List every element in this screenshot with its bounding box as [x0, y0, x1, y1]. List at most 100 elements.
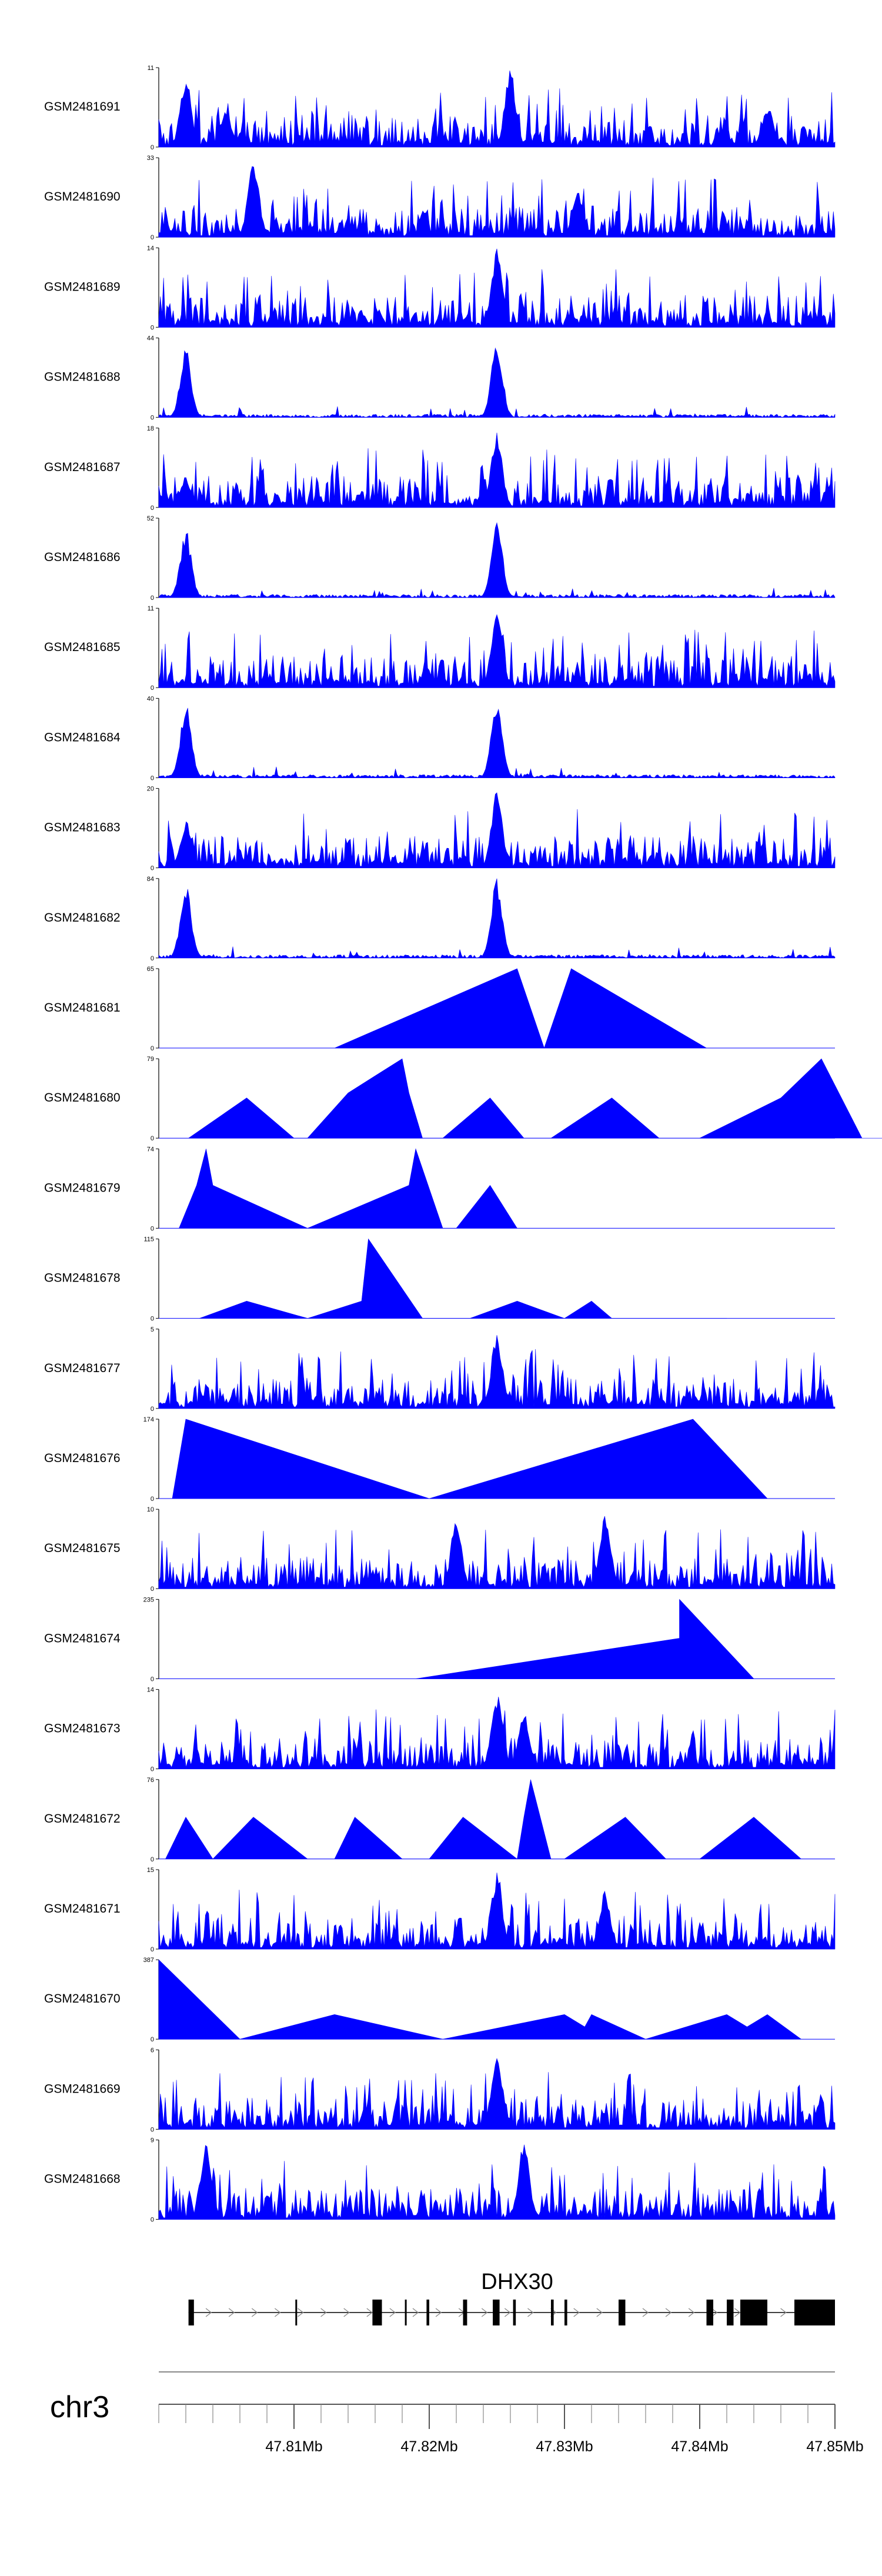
y-axis-max-label: 115: [143, 1236, 154, 1243]
track-label: GSM2481675: [44, 1541, 121, 1555]
y-axis-min-label: 0: [151, 1676, 154, 1683]
tick-label: 47.83Mb: [536, 2438, 593, 2455]
tick-label: 47.81Mb: [265, 2438, 322, 2455]
y-axis-min-label: 0: [151, 595, 154, 602]
signal-area: [158, 166, 836, 238]
track-GSM2481675: GSM2481675 10 0: [44, 1506, 836, 1593]
y-axis-max-label: 235: [143, 1596, 154, 1603]
signal-area: [188, 1058, 882, 1139]
y-axis-min-label: 0: [151, 505, 154, 512]
track-GSM2481674: GSM2481674 235 0: [44, 1596, 835, 1683]
track-label: GSM2481691: [44, 100, 121, 114]
y-axis-min-label: 0: [151, 415, 154, 422]
exon: [727, 2300, 734, 2325]
strand-arrow: [275, 2308, 281, 2317]
y-axis-max-label: 11: [148, 65, 154, 72]
signal-area: [199, 1238, 727, 1319]
y-axis-max-label: 33: [147, 155, 154, 162]
strand-arrow: [435, 2308, 442, 2317]
y-axis-min-label: 0: [151, 2126, 154, 2133]
signal-area: [158, 347, 836, 418]
track-label: GSM2481668: [44, 2173, 121, 2186]
y-axis-min-label: 0: [151, 1586, 154, 1593]
track-label: GSM2481677: [44, 1362, 121, 1375]
track-GSM2481670: GSM2481670 387 0: [44, 1957, 835, 2043]
tick-label: 47.82Mb: [400, 2438, 457, 2455]
track-GSM2481682: GSM2481682 84 0: [44, 876, 836, 962]
strand-arrow: [343, 2308, 350, 2317]
signal-area: [158, 522, 836, 598]
y-axis-min-label: 0: [151, 865, 154, 872]
track-GSM2481673: GSM2481673 14 0: [44, 1687, 836, 1773]
track-GSM2481691: GSM2481691 11 0: [44, 65, 836, 151]
exon: [295, 2300, 298, 2325]
y-axis-max-label: 14: [147, 245, 154, 252]
y-axis-max-label: 15: [147, 1867, 154, 1874]
track-label: GSM2481681: [44, 1001, 121, 1015]
track-GSM2481689: GSM2481689 14 0: [44, 245, 836, 331]
signal-area: [158, 432, 836, 508]
track-GSM2481688: GSM2481688 44 0: [44, 335, 836, 422]
exon: [706, 2300, 713, 2325]
y-axis-max-label: 84: [147, 876, 154, 883]
y-axis-max-label: 5: [151, 1326, 154, 1333]
track-label: GSM2481685: [44, 640, 121, 654]
track-label: GSM2481673: [44, 1722, 121, 1736]
track-label: GSM2481679: [44, 1181, 121, 1194]
exon: [493, 2300, 500, 2325]
exon: [740, 2300, 767, 2325]
track-GSM2481668: GSM2481668 9 0: [44, 2137, 836, 2224]
gene-track: DHX30: [188, 2270, 835, 2325]
signal-area: [158, 2058, 836, 2130]
track-GSM2481671: GSM2481671 15 0: [44, 1867, 836, 1953]
y-axis-max-label: 76: [147, 1777, 154, 1784]
y-axis-min-label: 0: [151, 1496, 154, 1503]
track-GSM2481690: GSM2481690 33 0: [44, 155, 836, 241]
exon: [463, 2300, 467, 2325]
track-GSM2481684: GSM2481684 40 0: [44, 695, 836, 782]
signal-area: [158, 1873, 836, 1950]
track-label: GSM2481690: [44, 190, 121, 203]
track-label: GSM2481678: [44, 1272, 121, 1285]
track-label: GSM2481670: [44, 1992, 121, 2006]
y-axis-min-label: 0: [151, 1316, 154, 1323]
y-axis-max-label: 14: [147, 1687, 154, 1694]
strand-arrow: [366, 2308, 373, 2317]
signal-area: [334, 968, 707, 1049]
strand-arrow: [298, 2308, 304, 2317]
y-axis-max-label: 10: [147, 1506, 154, 1513]
y-axis-min-label: 0: [151, 2036, 154, 2043]
strand-arrow: [642, 2308, 649, 2317]
signal-area: [179, 1148, 518, 1229]
signal-area: [158, 248, 836, 328]
strand-arrow: [734, 2308, 741, 2317]
gene-exons: [188, 2300, 835, 2325]
track-label: GSM2481672: [44, 1812, 121, 1826]
strand-arrow: [481, 2308, 488, 2317]
y-axis-max-label: 52: [147, 515, 154, 522]
signal-area: [158, 1696, 836, 1769]
exon: [513, 2300, 516, 2325]
signal-tracks: GSM2481691110GSM2481690330GSM2481689140G…: [44, 65, 882, 2224]
track-label: GSM2481674: [44, 1631, 121, 1645]
y-axis-min-label: 0: [151, 1946, 154, 1953]
y-axis-max-label: 65: [147, 966, 154, 973]
y-axis-max-label: 79: [147, 1056, 154, 1063]
y-axis-max-label: 44: [147, 335, 154, 342]
track-label: GSM2481689: [44, 280, 121, 293]
y-axis-min-label: 0: [151, 1766, 154, 1773]
exon: [405, 2300, 407, 2325]
track-GSM2481669: GSM2481669 6 0: [44, 2047, 836, 2133]
y-axis-min-label: 0: [151, 234, 154, 241]
track-GSM2481685: GSM2481685 11 0: [44, 605, 836, 692]
tick-label: 47.84Mb: [671, 2438, 728, 2455]
strand-arrow: [573, 2308, 580, 2317]
signal-area: [165, 1779, 835, 1860]
y-axis-min-label: 0: [151, 324, 154, 331]
y-axis-min-label: 0: [151, 1135, 154, 1142]
track-GSM2481683: GSM2481683 20 0: [44, 786, 836, 872]
y-axis-min-label: 0: [151, 2217, 154, 2224]
signal-area: [158, 614, 836, 688]
strand-arrow: [505, 2308, 511, 2317]
track-GSM2481681: GSM2481681 65 0: [44, 966, 835, 1052]
